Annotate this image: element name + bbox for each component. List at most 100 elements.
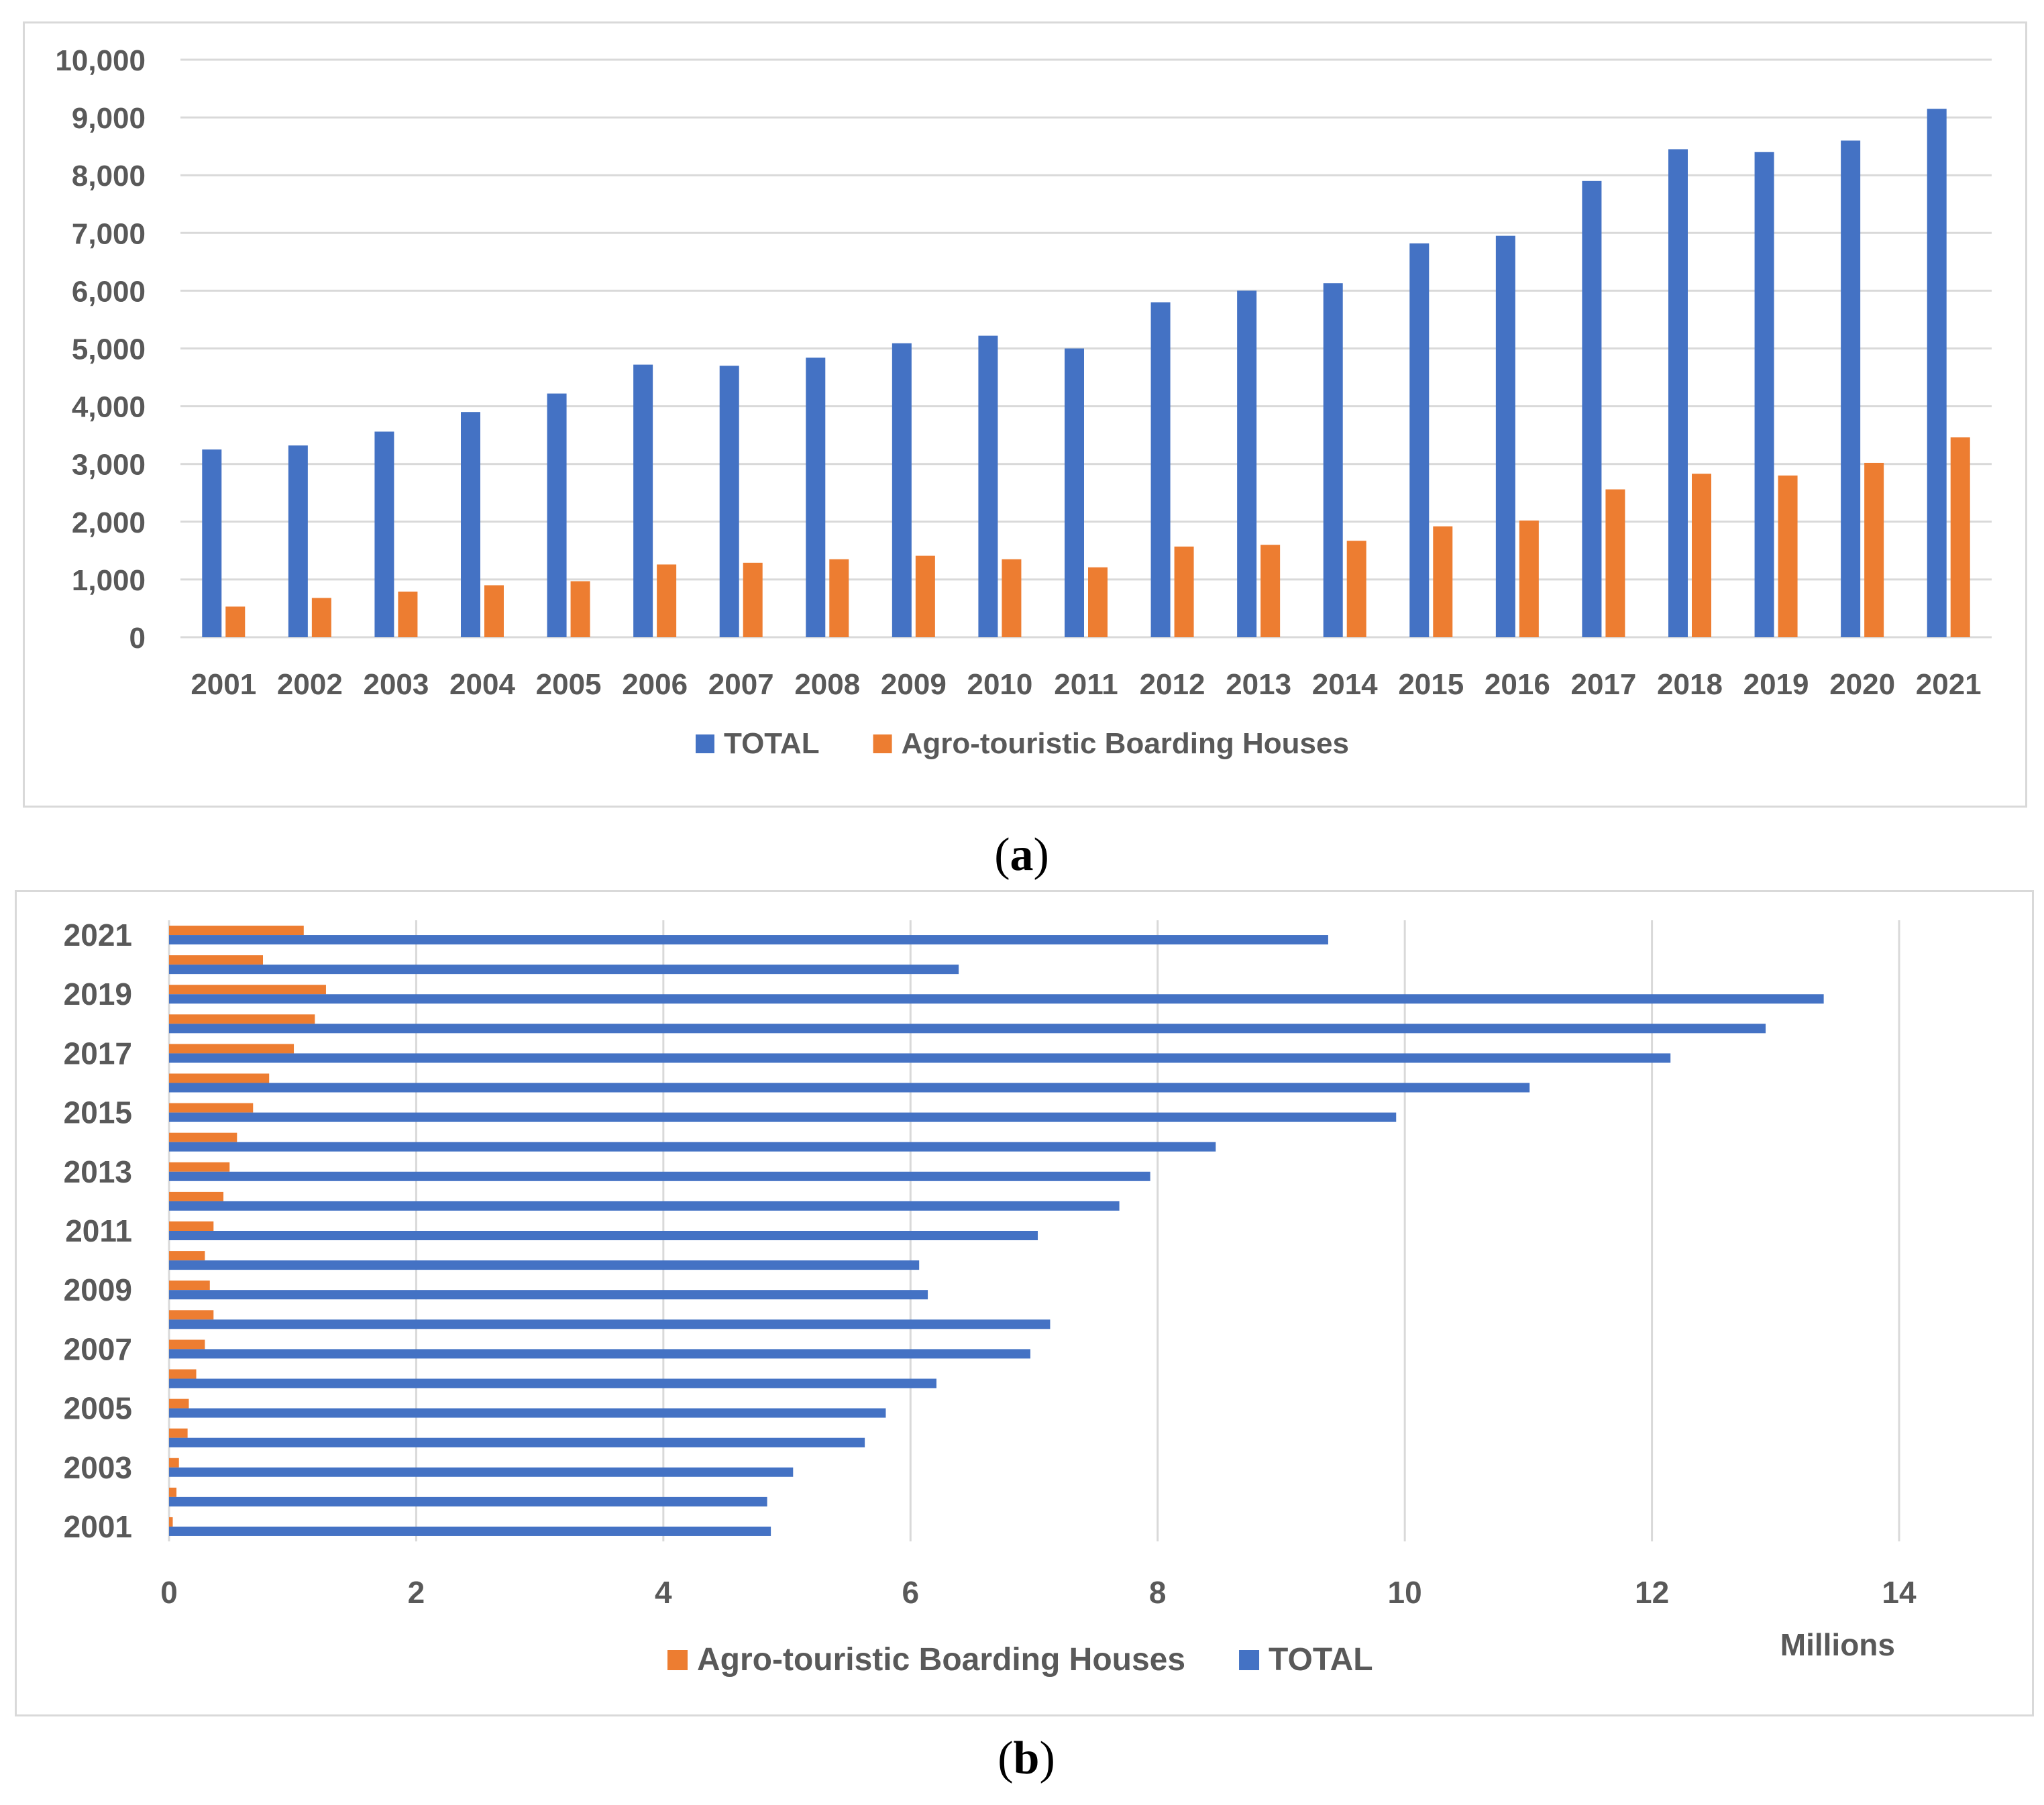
bar-b-agro bbox=[169, 1073, 270, 1083]
x-tick-label-a: 2021 bbox=[1916, 668, 1982, 701]
bar-b-agro bbox=[169, 1162, 230, 1172]
x-tick-label-b: 4 bbox=[655, 1575, 672, 1610]
x-tick-label-b: 6 bbox=[902, 1575, 919, 1610]
bar-a-total bbox=[806, 358, 826, 637]
bar-b-total bbox=[169, 1290, 928, 1300]
bar-b-total bbox=[169, 1408, 886, 1418]
bar-b-total bbox=[169, 965, 959, 975]
x-tick-label-a: 2012 bbox=[1140, 668, 1205, 701]
y-tick-label-b: 2015 bbox=[64, 1095, 132, 1130]
y-tick-label-a: 0 bbox=[129, 622, 146, 655]
bar-a-total bbox=[288, 445, 308, 637]
bar-a-agro bbox=[1260, 545, 1281, 637]
legend-label-a-total: TOTAL bbox=[724, 727, 820, 760]
bar-b-total bbox=[169, 935, 1328, 945]
caption-b: (b) bbox=[998, 1733, 1055, 1784]
x-axis-title-b: Millions bbox=[1780, 1627, 1895, 1662]
bar-b-agro bbox=[169, 1191, 224, 1201]
legend-swatch-b-total bbox=[1239, 1650, 1260, 1670]
bar-a-total bbox=[202, 449, 222, 637]
x-tick-label-a: 2020 bbox=[1829, 668, 1895, 701]
bar-b-agro bbox=[169, 1399, 189, 1409]
bar-a-total bbox=[1323, 283, 1343, 637]
bar-a-agro bbox=[1433, 526, 1453, 637]
x-tick-label-a: 2009 bbox=[881, 668, 947, 701]
caption-a: (a) bbox=[994, 829, 1049, 881]
y-tick-label-a: 3,000 bbox=[72, 449, 146, 482]
y-tick-label-b: 2001 bbox=[64, 1509, 132, 1544]
bar-b-agro bbox=[169, 1339, 205, 1350]
x-tick-label-a: 2003 bbox=[363, 668, 429, 701]
bar-b-total bbox=[169, 1378, 936, 1388]
x-tick-label-b: 8 bbox=[1149, 1575, 1167, 1610]
bar-a-agro bbox=[915, 555, 935, 637]
y-tick-label-a: 1,000 bbox=[72, 564, 146, 597]
bar-a-total bbox=[633, 364, 653, 637]
bar-b-total bbox=[169, 1319, 1051, 1329]
bar-b-agro bbox=[169, 926, 304, 936]
y-tick-label-b: 2021 bbox=[64, 918, 132, 952]
x-tick-label-b: 14 bbox=[1882, 1575, 1917, 1610]
legend-label-b-total: TOTAL bbox=[1269, 1642, 1373, 1678]
bar-a-agro bbox=[1519, 521, 1539, 637]
x-tick-label-a: 2018 bbox=[1657, 668, 1723, 701]
bar-b-total bbox=[169, 1053, 1671, 1063]
bar-b-total bbox=[169, 1142, 1216, 1152]
x-tick-label-a: 2008 bbox=[794, 668, 860, 701]
y-tick-label-b: 2011 bbox=[65, 1213, 132, 1248]
x-tick-label-a: 2007 bbox=[708, 668, 774, 701]
bar-b-total bbox=[169, 1201, 1120, 1211]
bar-b-total bbox=[169, 1467, 794, 1477]
bar-a-agro bbox=[1950, 437, 1970, 637]
bar-b-agro bbox=[169, 955, 264, 965]
bar-a-agro bbox=[1346, 541, 1366, 637]
bar-a-total bbox=[719, 366, 739, 637]
bar-a-total bbox=[1841, 140, 1861, 638]
x-tick-label-b: 2 bbox=[408, 1575, 425, 1610]
bar-a-agro bbox=[743, 562, 763, 637]
y-tick-label-b: 2019 bbox=[64, 977, 132, 1011]
bar-a-agro bbox=[1605, 489, 1625, 637]
bar-b-agro bbox=[169, 1458, 179, 1468]
bar-b-total bbox=[169, 1437, 865, 1447]
bar-a-agro bbox=[225, 606, 246, 637]
bar-b-agro bbox=[169, 1517, 173, 1527]
x-tick-label-a: 2015 bbox=[1398, 668, 1464, 701]
bar-a-total bbox=[1495, 235, 1515, 638]
x-tick-label-a: 2019 bbox=[1743, 668, 1809, 701]
legend-swatch-b-agro bbox=[667, 1650, 688, 1670]
y-tick-label-a: 5,000 bbox=[72, 333, 146, 366]
bar-a-total bbox=[892, 343, 912, 637]
y-tick-label-b: 2005 bbox=[64, 1391, 132, 1426]
chart-a-svg: 0 1,000 2,000 3,000 4,000 5,000 6,000 7,000 8,00… bbox=[55, 44, 1992, 760]
chart-b-panel: 0 2 4 6 8 10 12 14 2001 2003 2005 2007 2009 2011 2013 2… bbox=[15, 890, 2034, 1716]
bar-a-agro bbox=[1864, 462, 1884, 637]
y-tick-label-b: 2013 bbox=[64, 1154, 132, 1189]
bar-b-total bbox=[169, 1496, 767, 1507]
x-tick-label-a: 2017 bbox=[1570, 668, 1636, 701]
chart-a-panel: 0 1,000 2,000 3,000 4,000 5,000 6,000 7,000 8,00… bbox=[23, 21, 2027, 808]
x-tick-label-a: 2004 bbox=[449, 668, 515, 701]
legend-label-a-agro: Agro-touristic Boarding Houses bbox=[902, 727, 1349, 760]
bar-a-agro bbox=[484, 585, 504, 637]
caption-b-letter: b bbox=[1013, 1733, 1040, 1784]
legend-swatch-a-total bbox=[696, 734, 714, 753]
x-tick-label-a: 2002 bbox=[277, 668, 343, 701]
bar-b-agro bbox=[169, 1014, 315, 1024]
y-tick-label-b: 2007 bbox=[64, 1331, 132, 1366]
y-tick-label-b: 2009 bbox=[64, 1272, 132, 1307]
y-tick-label-b: 2017 bbox=[64, 1036, 132, 1071]
bar-a-agro bbox=[398, 591, 418, 637]
bar-a-total bbox=[461, 412, 480, 637]
x-tick-label-a: 2005 bbox=[536, 668, 602, 701]
bar-b-total bbox=[169, 1526, 771, 1536]
bar-a-total bbox=[1668, 149, 1688, 637]
bar-a-agro bbox=[1088, 567, 1108, 637]
bar-b-total bbox=[169, 1112, 1397, 1122]
y-tick-label-a: 4,000 bbox=[72, 391, 146, 424]
x-tick-label-b: 10 bbox=[1388, 1575, 1422, 1610]
bar-b-total bbox=[169, 1024, 1766, 1034]
bar-a-agro bbox=[1778, 475, 1798, 637]
bar-a-agro bbox=[1002, 559, 1022, 637]
y-tick-label-a: 8,000 bbox=[72, 160, 146, 193]
